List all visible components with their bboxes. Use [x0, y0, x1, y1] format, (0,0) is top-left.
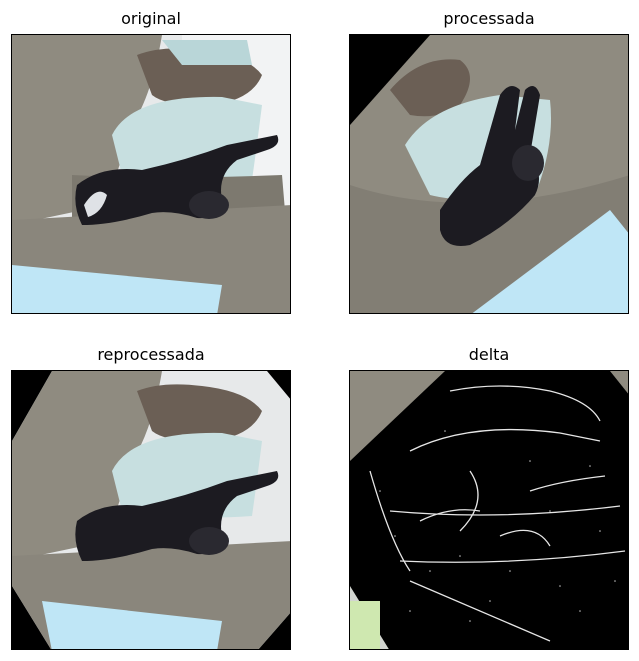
image-processada	[349, 34, 629, 314]
panel-title: processada	[443, 9, 535, 28]
image-original	[11, 34, 291, 314]
panel-title: original	[121, 9, 181, 28]
image-delta	[349, 370, 629, 650]
rotated-photo	[350, 35, 628, 313]
panel-title: reprocessada	[97, 345, 205, 364]
reprocessed-photo	[12, 371, 290, 649]
delta-image	[350, 371, 628, 649]
image-reprocessada	[11, 370, 291, 650]
sofa-cat-photo	[12, 35, 290, 313]
panel-title: delta	[468, 345, 510, 364]
